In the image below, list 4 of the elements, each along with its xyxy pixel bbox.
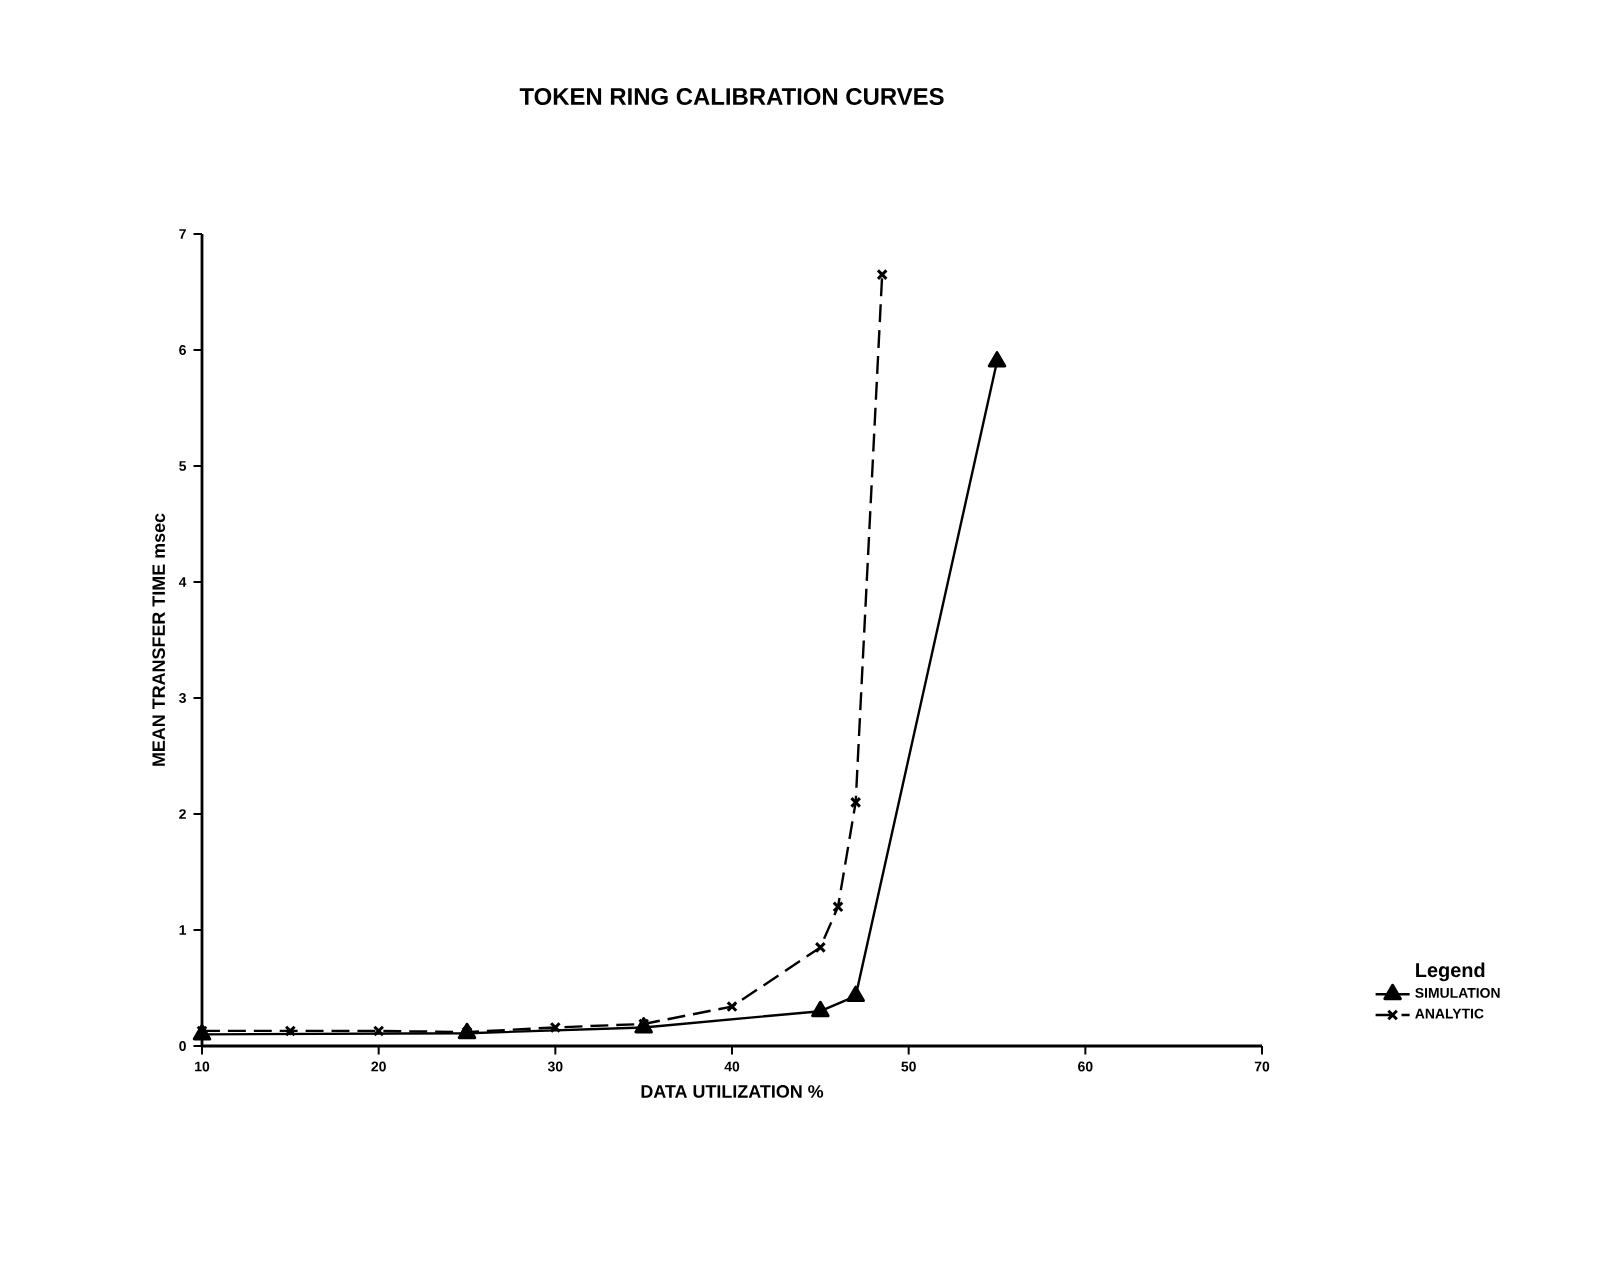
y-axis-title: MEAN TRANSFER TIME msec (152, 513, 166, 766)
chart-title: TOKEN RING CALIBRATION CURVES (519, 88, 944, 105)
legend-title: Legend (1416, 962, 1485, 982)
x-axis-title: DATA UTILIZATION % (641, 1085, 824, 1098)
